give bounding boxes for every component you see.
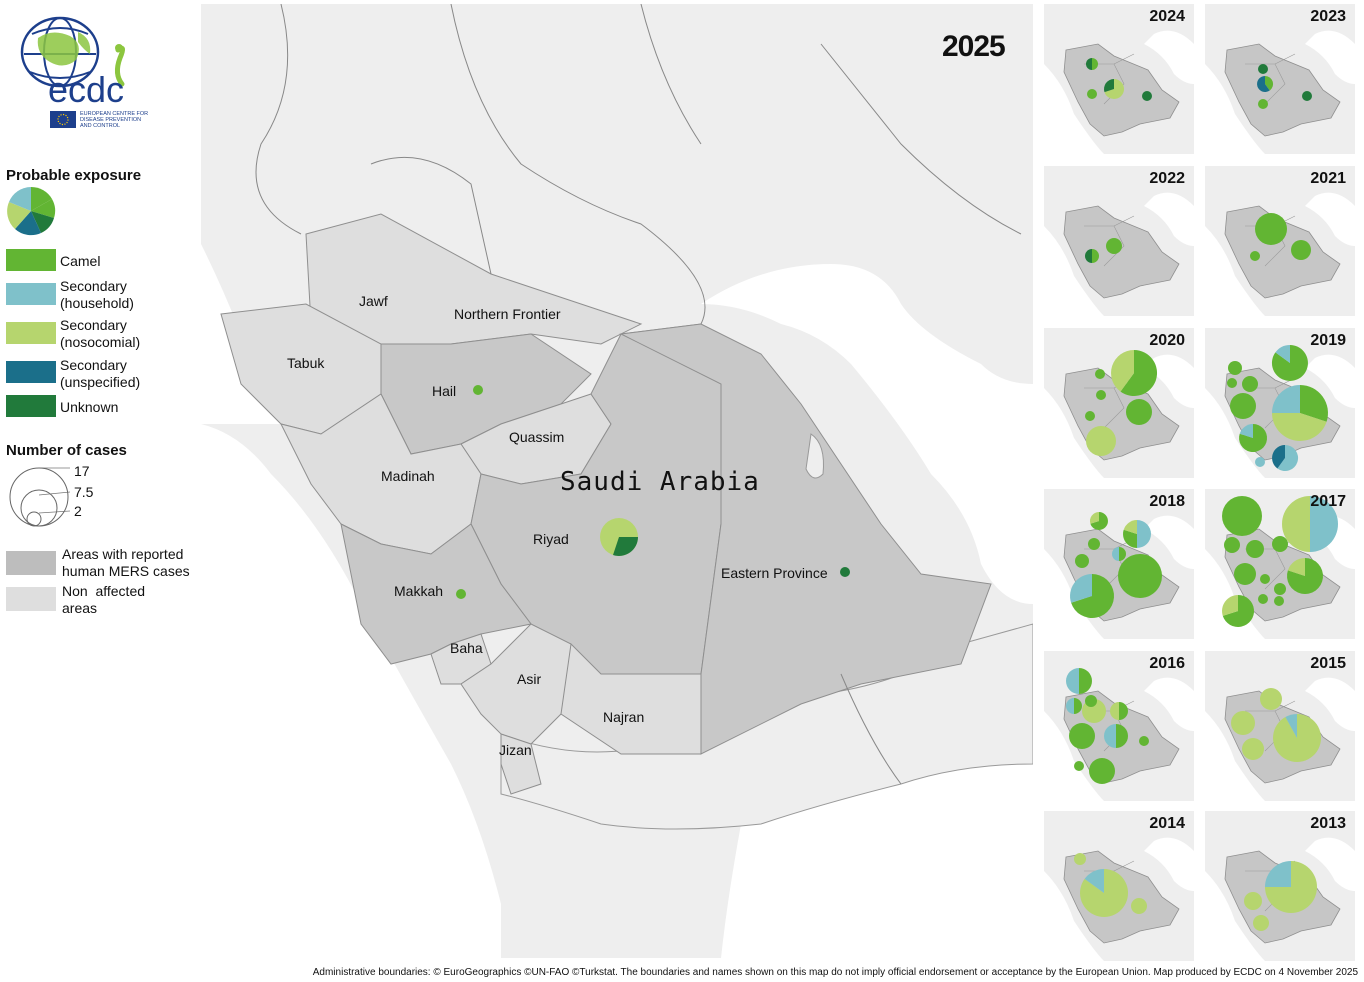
exposure-pie-icon xyxy=(7,186,56,236)
label-baha: Baha xyxy=(450,640,483,656)
label-northern-frontier: Northern Frontier xyxy=(454,306,561,322)
region-eastern xyxy=(619,323,992,755)
label-quassim: Quassim xyxy=(509,429,564,445)
camel-swatch xyxy=(6,249,56,271)
secondary-nosocomial-swatch xyxy=(6,322,56,344)
label-riyad: Riyad xyxy=(533,531,569,547)
label-madinah: Madinah xyxy=(381,468,435,484)
exposure-legend-title: Probable exposure xyxy=(6,167,142,184)
region-jizan xyxy=(500,733,542,795)
non-affected-area-swatch xyxy=(6,587,56,611)
mini-year-label: 2019 xyxy=(1310,332,1346,349)
camel-label: Camel xyxy=(60,253,101,269)
unknown-label: Unknown xyxy=(60,399,119,415)
mini-map-2022: 2022 xyxy=(1044,166,1194,316)
mini-map-2021: 2021 xyxy=(1205,166,1355,316)
size-label-mid: 7.5 xyxy=(74,484,94,500)
mini-year-label: 2017 xyxy=(1310,493,1346,510)
country-label: Saudi Arabia xyxy=(560,467,760,497)
mini-year-label: 2015 xyxy=(1310,655,1346,672)
non-affected-area-label: Non affected areas xyxy=(62,583,146,616)
label-asir: Asir xyxy=(517,671,541,687)
legend-panel: ecdc EUROPEAN CENTRE FOR DISEASE PREVENT… xyxy=(0,0,200,982)
ecdc-logo: ecdc EUROPEAN CENTRE FOR DISEASE PREVENT… xyxy=(18,14,158,134)
logo-text: ecdc xyxy=(48,69,124,110)
secondary-household-label: Secondary (household) xyxy=(60,278,134,311)
affected-area-swatch xyxy=(6,551,56,575)
mini-map-2017: 2017 xyxy=(1205,489,1355,639)
region-labels: Jawf Northern Frontier Tabuk Hail Quassi… xyxy=(287,293,828,758)
label-makkah: Makkah xyxy=(394,583,443,599)
label-jizan: Jizan xyxy=(499,742,532,758)
mini-map-2024: 2024 xyxy=(1044,4,1194,154)
unknown-swatch xyxy=(6,395,56,417)
label-hail: Hail xyxy=(432,383,456,399)
mini-map-2014: 2014 xyxy=(1044,811,1194,961)
svg-text:EUROPEAN CENTRE FOR: EUROPEAN CENTRE FOR xyxy=(80,111,148,117)
size-label-max: 17 xyxy=(74,463,90,479)
label-jawf: Jawf xyxy=(359,293,388,309)
size-legend-circles xyxy=(9,467,71,527)
mini-map-2016: 2016 xyxy=(1044,651,1194,801)
mini-year-label: 2016 xyxy=(1149,655,1185,672)
case-marker-hail xyxy=(473,385,483,395)
label-tabuk: Tabuk xyxy=(287,355,325,371)
mini-year-label: 2021 xyxy=(1310,170,1346,187)
mini-year-label: 2020 xyxy=(1149,332,1185,349)
label-eastern-province: Eastern Province xyxy=(721,565,828,581)
region-najran xyxy=(560,642,702,755)
mini-map-2013: 2013 xyxy=(1205,811,1355,961)
svg-text:DISEASE PREVENTION: DISEASE PREVENTION xyxy=(80,117,141,123)
case-marker-eastern xyxy=(840,567,850,577)
main-map: Jawf Northern Frontier Tabuk Hail Quassi… xyxy=(201,4,1033,958)
mini-map-2023: 2023 xyxy=(1205,4,1355,154)
secondary-unspecified-label: Secondary (unspecified) xyxy=(60,357,141,390)
mini-year-label: 2013 xyxy=(1310,815,1346,832)
mini-map-2015: 2015 xyxy=(1205,651,1355,801)
mini-year-label: 2024 xyxy=(1149,8,1185,25)
case-pie-riyad xyxy=(600,518,638,556)
mini-year-label: 2023 xyxy=(1310,8,1346,25)
attribution-footer: Administrative boundaries: © EuroGeograp… xyxy=(312,967,1358,978)
region-makkah xyxy=(340,523,532,665)
mini-year-label: 2022 xyxy=(1149,170,1185,187)
case-marker-makkah xyxy=(456,589,466,599)
mini-map-2019: 2019 xyxy=(1205,328,1355,478)
mini-map-2020: 2020 xyxy=(1044,328,1194,478)
svg-text:AND CONTROL: AND CONTROL xyxy=(80,123,120,129)
secondary-household-swatch xyxy=(6,283,56,305)
label-najran: Najran xyxy=(603,709,644,725)
secondary-nosocomial-label: Secondary (nosocomial) xyxy=(60,317,141,350)
mini-year-label: 2014 xyxy=(1149,815,1185,832)
secondary-unspecified-swatch xyxy=(6,361,56,383)
mini-year-label: 2018 xyxy=(1149,493,1185,510)
mini-map-2018: 2018 xyxy=(1044,489,1194,639)
main-year: 2025 xyxy=(942,30,1006,63)
size-label-min: 2 xyxy=(74,503,82,519)
cases-legend-title: Number of cases xyxy=(6,442,127,459)
affected-area-label: Areas with reported human MERS cases xyxy=(62,546,190,579)
